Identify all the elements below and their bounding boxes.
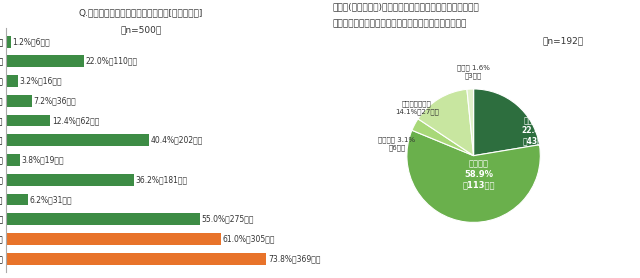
Wedge shape [474, 89, 540, 156]
Bar [6, 154, 20, 166]
Bar [6, 55, 84, 67]
Text: （n=500）: （n=500） [120, 25, 161, 34]
Text: その他 1.6%
（3人）: その他 1.6% （3人） [457, 65, 490, 79]
Text: 36.2%（181人）: 36.2%（181人） [136, 175, 188, 184]
Text: 3.2%（16人）: 3.2%（16人） [19, 76, 62, 86]
Wedge shape [467, 89, 474, 156]
Text: 40.4%（202人）: 40.4%（202人） [150, 136, 203, 145]
Text: 61.0%（305人）: 61.0%（305人） [223, 234, 275, 244]
Wedge shape [412, 119, 474, 156]
Text: 22.0%（110人）: 22.0%（110人） [86, 57, 138, 66]
Bar [6, 193, 28, 205]
Bar [6, 75, 18, 87]
Bar [6, 233, 221, 245]
Bar [6, 213, 200, 225]
Text: 「自分(セルフィー)」または「友達や家族と自分を一緒に」: 「自分(セルフィー)」または「友達や家族と自分を一緒に」 [333, 3, 479, 12]
Text: 頑張って
腕を伸ばす
22.4%
（43人）: 頑張って 腕を伸ばす 22.4% （43人） [522, 106, 548, 146]
Text: 6.2%（31人）: 6.2%（31人） [30, 195, 72, 204]
Text: 73.8%（369人）: 73.8%（369人） [268, 254, 321, 263]
Wedge shape [418, 89, 474, 156]
Bar [6, 95, 32, 107]
Wedge shape [407, 130, 540, 222]
Bar [6, 253, 266, 265]
Text: 55.0%（275人）: 55.0%（275人） [202, 215, 254, 224]
Text: 3.8%（19人）: 3.8%（19人） [22, 155, 64, 165]
Bar [6, 36, 11, 48]
Text: 1.2%（6人）: 1.2%（6人） [12, 37, 50, 46]
Text: 12.4%（62人）: 12.4%（62人） [52, 116, 99, 125]
Bar [6, 134, 148, 146]
Bar [6, 115, 50, 126]
Text: Q.旅行に行って、多く撮るものは？[複数回答可]: Q.旅行に行って、多く撮るものは？[複数回答可] [79, 8, 203, 17]
Text: セルフタイマー
14.1%（27人）: セルフタイマー 14.1%（27人） [395, 101, 439, 115]
Text: 人に頼む
58.9%
（113人）: 人に頼む 58.9% （113人） [463, 160, 495, 189]
Text: 7.2%（36人）: 7.2%（36人） [33, 96, 76, 105]
Text: 自撮り棒 3.1%
（6人）: 自撮り棒 3.1% （6人） [378, 136, 415, 151]
Bar [6, 174, 134, 186]
Text: （n=192）: （n=192） [543, 36, 584, 45]
Text: 撮ると答えた方はどうやって自分の写真を撮りますか？: 撮ると答えた方はどうやって自分の写真を撮りますか？ [333, 19, 467, 28]
